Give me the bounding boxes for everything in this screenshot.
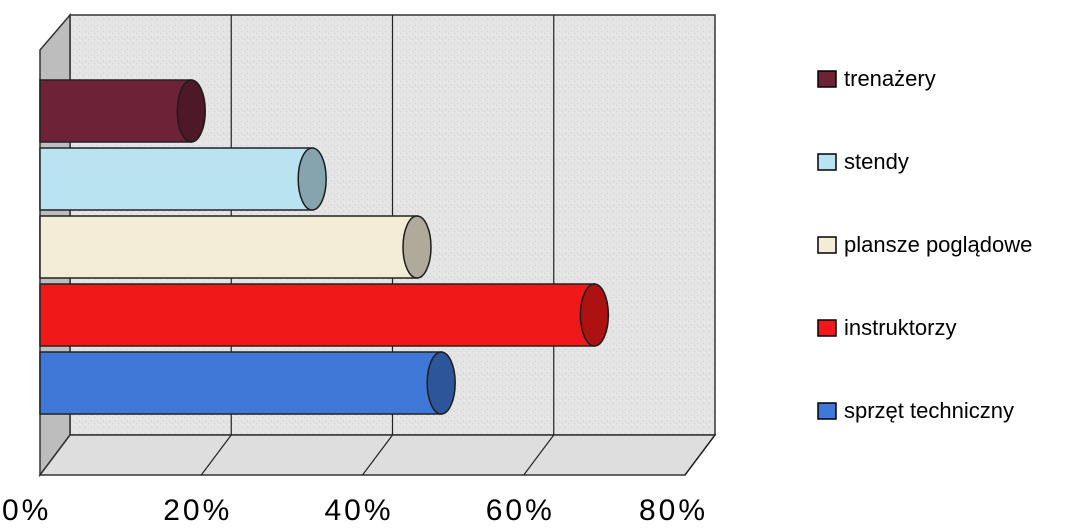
legend-item: stendy [817,149,909,174]
legend-item: instruktorzy [817,315,956,340]
x-tick-label: 60% [486,494,555,527]
legend-swatch [817,70,837,88]
legend: trenażery stendy plansze poglądowe instrukt… [817,66,1032,423]
bar-cap [426,351,456,415]
gridline-floor [523,434,555,476]
x-axis-ticks: 0% 20% 40% 60% 80% [2,494,708,527]
legend-swatch [817,236,837,254]
bars [39,79,610,415]
legend-label: plansze poglądowe [844,232,1032,257]
gridline-floor [200,434,232,476]
gridline-floor [684,434,716,476]
bar-cap [176,79,206,143]
bar-3 [39,283,610,347]
legend-label: trenażery [844,66,936,91]
bar-cap-shade [403,216,431,278]
bar-cap-shade [580,284,609,346]
bar-cap-shade [298,148,327,210]
bar-body [39,351,442,415]
x-tick-label: 80% [639,494,708,527]
bar-cap [402,215,432,279]
legend-label: sprzęt techniczny [844,398,1014,423]
bar-2 [39,215,432,279]
bar-0 [39,79,206,143]
bar-body [39,215,418,279]
bar-4 [39,351,456,415]
x-tick-label: 40% [325,494,394,527]
legend-swatch [817,153,837,171]
x-tick-label: 0% [2,494,51,527]
bar-body [39,79,192,143]
legend-swatch [817,319,837,337]
x-tick-label: 20% [163,494,232,527]
bar-cap [579,283,610,347]
legend-label: instruktorzy [844,315,956,340]
legend-item: trenażery [817,66,936,91]
bar-body [39,147,313,211]
gridline-floor [362,434,393,476]
bar-cap-shade [427,352,456,414]
legend-label: stendy [844,149,909,174]
legend-item: sprzęt techniczny [817,398,1014,423]
bar-cap-shade [177,80,206,142]
legend-item: plansze poglądowe [817,232,1032,257]
bar-cap [297,147,327,211]
bar-1 [39,147,327,211]
bar-body [39,283,596,347]
legend-swatch [817,402,837,420]
